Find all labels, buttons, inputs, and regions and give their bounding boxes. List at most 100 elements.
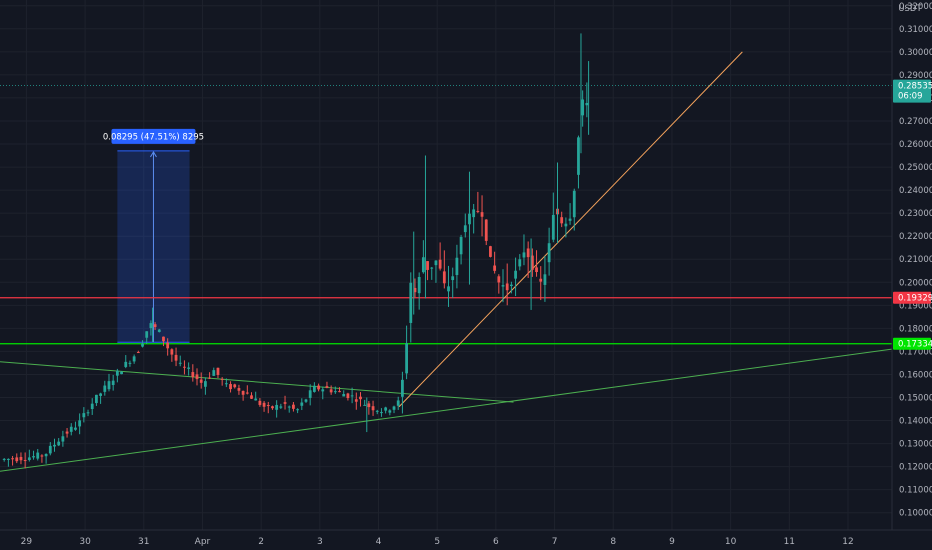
candle xyxy=(312,382,316,393)
candle-body xyxy=(254,398,258,401)
support-level-tag-label: 0.17334 xyxy=(898,340,932,350)
support-level-tag xyxy=(893,337,931,350)
candle xyxy=(32,450,35,460)
candle xyxy=(547,227,551,276)
candle xyxy=(375,409,379,415)
candle-body xyxy=(476,210,480,212)
candle xyxy=(2,458,6,462)
candle-body xyxy=(245,392,249,394)
candle xyxy=(78,413,82,435)
rising-support-line[interactable] xyxy=(0,348,893,472)
candle-body xyxy=(195,374,199,380)
candle-body xyxy=(384,407,388,411)
candle-body xyxy=(455,257,459,276)
candle xyxy=(69,423,73,436)
candle-body xyxy=(493,265,497,271)
candle-body xyxy=(237,388,241,391)
candle xyxy=(296,408,300,414)
measure-tool[interactable]: 0.08295 (47.51%) 8295 xyxy=(103,128,204,343)
breakout-trendline[interactable] xyxy=(398,51,743,408)
candle xyxy=(233,383,237,389)
candle-body xyxy=(312,385,316,392)
candle-body xyxy=(509,284,513,287)
time-axis-panel[interactable] xyxy=(0,530,932,550)
candle xyxy=(535,250,538,277)
descending-trendline[interactable] xyxy=(0,361,514,403)
candle-body xyxy=(560,217,564,224)
candle xyxy=(551,192,555,243)
candle-body xyxy=(451,276,455,281)
y-tick-label: 0.23000 xyxy=(899,209,932,219)
candle-body xyxy=(44,453,48,457)
candle xyxy=(199,372,203,389)
candle-body xyxy=(224,383,228,385)
candle-body xyxy=(421,257,425,273)
candle-body xyxy=(489,246,492,257)
candle xyxy=(203,377,207,395)
candle xyxy=(166,338,170,356)
candle-body xyxy=(124,361,128,367)
candle xyxy=(245,385,249,395)
candle xyxy=(183,360,186,375)
y-tick-label: 0.24000 xyxy=(899,186,932,196)
horizontal-levels[interactable] xyxy=(0,85,892,345)
candle-body xyxy=(266,405,270,407)
candle xyxy=(396,396,400,410)
candle xyxy=(463,213,467,238)
candle-body xyxy=(518,259,522,267)
candle-body xyxy=(484,219,488,241)
y-tick-label: 0.25000 xyxy=(899,163,932,173)
candle xyxy=(409,272,413,343)
candle-body xyxy=(380,412,383,414)
candle-body xyxy=(275,404,279,410)
candle xyxy=(195,368,199,386)
candle xyxy=(99,392,102,404)
candle xyxy=(229,381,232,393)
candle xyxy=(489,245,492,258)
candle-body xyxy=(333,391,337,393)
resistance-level-tag-label: 0.19329 xyxy=(898,294,932,304)
candle xyxy=(321,386,325,400)
candle-body xyxy=(363,404,367,406)
candle xyxy=(455,244,459,289)
x-tick-label: 7 xyxy=(552,537,558,547)
candle-body xyxy=(216,367,220,375)
candle-body xyxy=(547,243,551,263)
candle-body xyxy=(74,427,77,430)
candle xyxy=(413,278,417,298)
candle-body xyxy=(166,342,170,349)
candle-body xyxy=(375,410,379,412)
candle-body xyxy=(325,386,329,388)
x-tick-label: 12 xyxy=(842,537,853,547)
candle xyxy=(103,380,107,396)
candle-body xyxy=(338,391,341,393)
candle-body xyxy=(581,99,585,116)
candle xyxy=(518,254,522,271)
candle-body xyxy=(535,267,538,273)
candle-body xyxy=(329,389,333,393)
measure-label: 0.08295 (47.51%) 8295 xyxy=(103,132,204,142)
candle-body xyxy=(401,379,404,397)
candle-body xyxy=(145,331,149,338)
candle-body xyxy=(359,396,362,400)
candle xyxy=(237,384,241,395)
candle xyxy=(191,364,195,382)
candle-body xyxy=(430,267,434,269)
candle-body xyxy=(505,283,509,291)
candle-body xyxy=(463,225,467,233)
candle xyxy=(149,320,153,336)
candle-body xyxy=(564,223,568,227)
y-tick-label: 0.11000 xyxy=(899,486,932,496)
trend-lines[interactable] xyxy=(0,51,893,472)
candle-body xyxy=(413,287,417,293)
candle xyxy=(271,405,274,410)
candle-body xyxy=(40,455,44,457)
candle-body xyxy=(388,410,392,413)
candle-body xyxy=(354,399,358,402)
candle xyxy=(82,407,86,423)
candle-body xyxy=(170,349,174,355)
candle-body xyxy=(283,402,287,404)
